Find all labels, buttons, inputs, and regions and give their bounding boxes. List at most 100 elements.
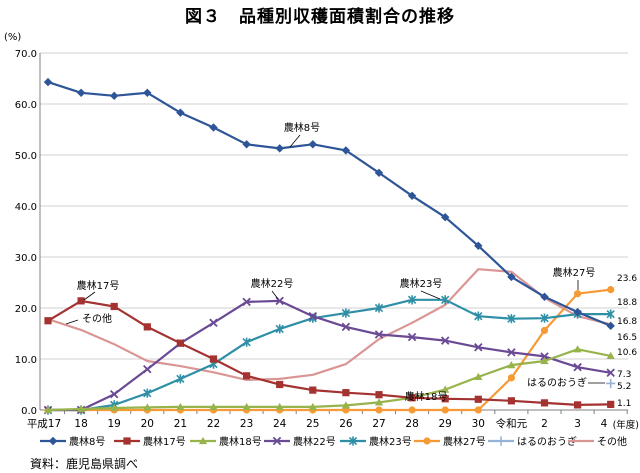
- y-tick-label: 30.0: [15, 253, 37, 264]
- data-point-0-5: [209, 123, 218, 132]
- x-tick-label: 28: [405, 418, 418, 430]
- data-point-5-11: [408, 406, 416, 414]
- data-point-3-15: [540, 352, 549, 361]
- x-tick-label: 令和元: [496, 417, 528, 430]
- annotation-leader-line: [65, 319, 79, 325]
- series-7: [47, 268, 611, 381]
- chart-title: 図３ 品種別収穫面積割合の推移: [185, 7, 455, 27]
- series-line-0: [47, 81, 612, 327]
- data-label: 5.2: [617, 382, 631, 392]
- data-point-5-13: [474, 406, 482, 414]
- x-tick-label: 24: [273, 418, 287, 430]
- annotation-label: 農林22号: [251, 277, 294, 290]
- data-point-1-3: [143, 323, 151, 331]
- x-tick-label: 20: [141, 418, 154, 430]
- data-point-5-14: [507, 374, 515, 382]
- legend-marker: [48, 436, 58, 446]
- legend-item-7: その他: [568, 435, 627, 448]
- y-tick-label: 70.0: [15, 49, 37, 60]
- data-point-0-10: [374, 168, 384, 178]
- data-point-4-13: [474, 311, 483, 321]
- data-point-3-3: [143, 364, 152, 374]
- series-line-1: [47, 299, 611, 406]
- annotation-leader-line: [271, 290, 279, 300]
- legend-item-5: 農林27号: [414, 435, 486, 448]
- y-tick-label: 40.0: [15, 202, 37, 213]
- data-point-4-10: [374, 303, 384, 313]
- data-point-2-5: [209, 402, 218, 411]
- data-point-3-8: [308, 311, 318, 321]
- data-point-1-7: [276, 380, 284, 389]
- series-line-7: [47, 268, 611, 381]
- data-point-0-2: [110, 91, 119, 101]
- data-point-2-17: [606, 351, 615, 360]
- legend-item-2: 農林18号: [190, 435, 262, 448]
- legend-marker: [423, 437, 431, 445]
- data-point-0-16: [573, 307, 582, 317]
- series-line-3: [48, 299, 611, 412]
- data-point-0-14: [507, 272, 516, 282]
- data-label: 1.1: [617, 399, 631, 409]
- data-point-4-9: [341, 308, 351, 318]
- data-point-4-7: [275, 324, 284, 334]
- y-tick-label: 0.0: [21, 406, 37, 417]
- annotation-label: 農林17号: [77, 279, 120, 292]
- data-point-6-17: [606, 378, 616, 389]
- y-tick-label: 10.0: [15, 355, 37, 366]
- data-point-0-12: [441, 213, 450, 222]
- data-point-0-4: [176, 108, 185, 117]
- annotation-leader-line: [420, 290, 441, 300]
- data-point-4-4: [176, 374, 185, 384]
- legend-label: 農林23号: [369, 435, 412, 448]
- annotation-label: 農林23号: [400, 277, 443, 290]
- data-point-1-0: [44, 317, 52, 325]
- series-lines: [43, 77, 616, 415]
- data-point-1-1: [77, 297, 85, 305]
- x-tick-label: 18: [74, 418, 87, 430]
- data-point-2-7: [275, 402, 284, 411]
- data-point-3-11: [407, 332, 417, 342]
- series-0: [43, 77, 615, 331]
- data-point-4-11: [407, 295, 417, 305]
- data-point-2-4: [176, 402, 185, 411]
- data-point-3-17: [606, 368, 615, 378]
- annotation-leader-line: [83, 291, 96, 301]
- data-point-3-16: [573, 362, 582, 372]
- data-point-2-16: [573, 345, 582, 353]
- data-point-3-5: [209, 318, 218, 328]
- legend-marker: [348, 436, 358, 446]
- data-point-0-6: [242, 140, 251, 149]
- y-tick-label: 60.0: [15, 100, 37, 111]
- data-point-2-15: [540, 356, 549, 365]
- data-label: 7.3: [617, 370, 631, 380]
- legend-label: 農林18号: [219, 435, 262, 448]
- data-point-0-1: [76, 88, 86, 97]
- data-point-0-17: [606, 321, 615, 331]
- data-point-3-9: [341, 322, 351, 332]
- data-point-3-2: [109, 389, 119, 399]
- data-point-4-6: [242, 337, 251, 347]
- data-point-5-10: [375, 406, 383, 414]
- series-line-4: [48, 298, 611, 412]
- data-point-1-14: [507, 397, 515, 405]
- legend-label: はるのおうぎ: [517, 435, 577, 448]
- data-point-4-3: [143, 388, 152, 398]
- series-5: [44, 286, 615, 414]
- data-point-0-7: [275, 144, 284, 153]
- y-axis-unit-label: (%): [4, 32, 21, 43]
- data-label: 10.6: [617, 348, 637, 358]
- data-point-1-8: [309, 386, 317, 394]
- data-point-1-13: [474, 395, 482, 403]
- legend-marker: [123, 437, 131, 445]
- data-point-5-12: [441, 406, 449, 414]
- data-point-5-17: [607, 286, 615, 294]
- data-point-0-3: [143, 88, 152, 97]
- series-2: [43, 345, 615, 414]
- data-point-2-14: [507, 361, 516, 369]
- data-label: 23.6: [617, 274, 637, 284]
- x-tick-label: 30: [472, 418, 485, 430]
- x-tick-label: 19: [108, 418, 121, 430]
- legend-marker: [272, 436, 282, 446]
- x-axis-unit-label: (年度): [613, 419, 639, 431]
